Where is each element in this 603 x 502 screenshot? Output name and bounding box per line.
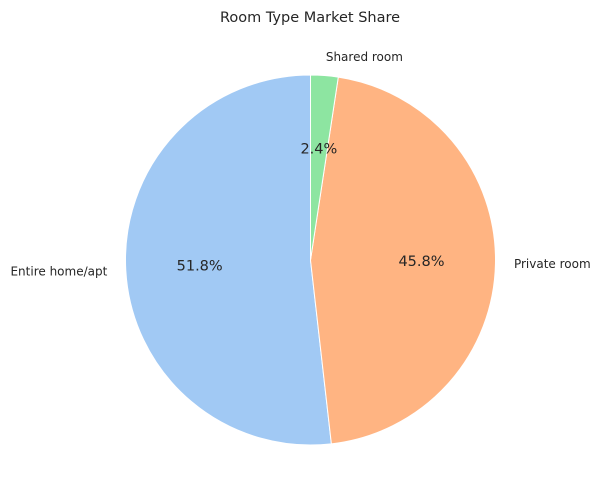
- chart-title: Room Type Market Share: [220, 10, 400, 26]
- pie-slice-entire-home-apt: [125, 74, 332, 446]
- slice-label-entire-home-apt: Entire home/apt: [10, 265, 107, 279]
- pie-slices: [125, 74, 496, 446]
- pie-slice-shared-room: [310, 74, 339, 261]
- slice-percent-private-room: 45.8%: [398, 254, 444, 270]
- slice-label-shared-room: Shared room: [326, 50, 403, 64]
- pie-labels: Entire home/apt 51.8% Private room 45.8% Sha…: [10, 50, 590, 278]
- slice-label-private-room: Private room: [514, 257, 591, 271]
- slice-percent-shared-room: 2.4%: [300, 141, 337, 157]
- slice-percent-entire-home-apt: 51.8%: [177, 258, 223, 274]
- pie-slice-private-room: [310, 76, 496, 445]
